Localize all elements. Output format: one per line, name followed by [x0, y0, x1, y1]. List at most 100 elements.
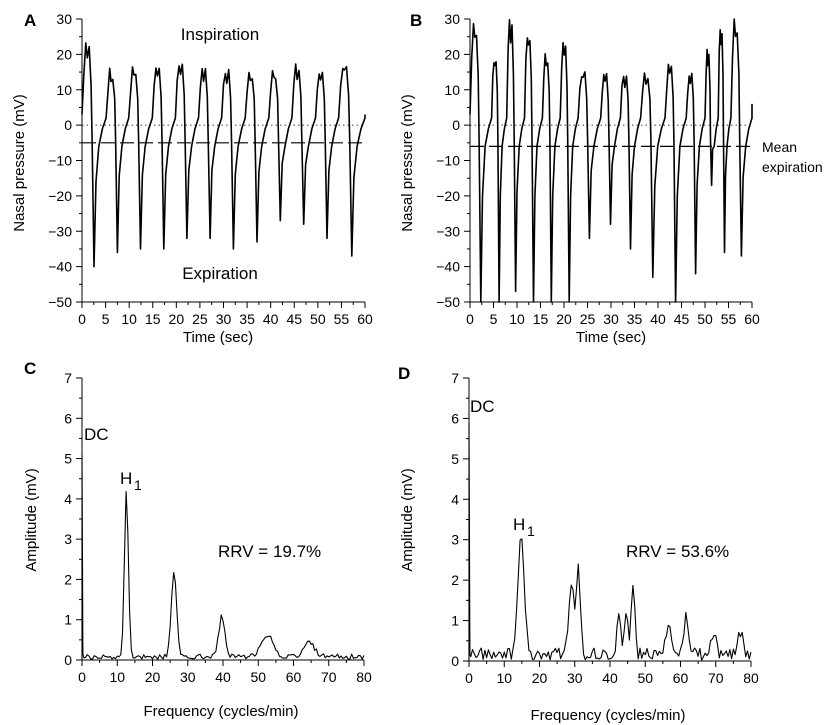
panel-c-y-tick-label: 1: [64, 612, 72, 628]
panel-b-x-tick-label: 15: [533, 311, 549, 327]
panel-a-y-tick-label: 10: [56, 82, 72, 98]
panel-a-x-tick-label: 35: [239, 311, 255, 327]
panel-d-y-tick-label: 0: [451, 653, 459, 669]
panel-c-y-axis-title: Amplitude (mV): [23, 468, 40, 571]
panel-b-y-tick-label: −40: [436, 259, 460, 275]
panel-b-y-tick-label: 30: [444, 11, 460, 27]
panel-b-x-tick-label: 40: [650, 311, 666, 327]
panel-b-x-tick-label: 10: [509, 311, 525, 327]
panel-a-x-tick-label: 25: [192, 311, 208, 327]
panel-d-x-axis-title: Frequency (cycles/min): [530, 707, 685, 724]
panel-b-x-tick-label: 45: [674, 311, 690, 327]
panel-c-h1-subscript: 1: [134, 477, 142, 493]
panel-a-y-tick-label: −40: [48, 259, 72, 275]
panel-a-x-tick-label: 10: [121, 311, 137, 327]
panel-d-spectrum-trace: [468, 421, 752, 661]
panel-b-x-axis-title: Time (sec): [576, 329, 646, 346]
panel-d-x-tick-label: 70: [708, 670, 724, 686]
panel-a-x-tick-label: 50: [310, 311, 326, 327]
panel-a-x-tick-label: 40: [263, 311, 279, 327]
panel-d-letter: D: [398, 364, 410, 383]
panel-b-x-tick-label: 55: [721, 311, 737, 327]
panel-a-x-tick-label: 30: [216, 311, 232, 327]
panel-c-rrv-label: RRV = 19.7%: [218, 542, 321, 561]
panel-d-x-tick-label: 60: [673, 670, 689, 686]
panel-d-h1-subscript: 1: [527, 523, 535, 539]
panel-a-y-axis-title: Nasal pressure (mV): [11, 94, 28, 232]
panel-b-y-axis-title: Nasal pressure (mV): [399, 94, 416, 232]
panel-b-y-tick-label: −10: [436, 153, 460, 169]
panel-d-y-tick-label: 1: [451, 613, 459, 629]
panel-b-y-tick-label: −30: [436, 223, 460, 239]
panel-c-y-tick-label: 0: [64, 652, 72, 668]
panel-d-x-tick-label: 0: [465, 670, 473, 686]
panel-a-x-tick-label: 0: [78, 311, 86, 327]
panel-b-y-tick-label: 0: [452, 117, 460, 133]
panel-a-x-tick-label: 15: [145, 311, 161, 327]
panel-b-y-tick-label: 10: [444, 82, 460, 98]
panel-d-h1-label: H: [513, 515, 525, 534]
panel-a-expiration-label: Expiration: [182, 264, 258, 283]
panel-c-x-tick-label: 10: [109, 669, 125, 685]
panel-c-x-tick-label: 20: [145, 669, 161, 685]
panel-b-y-tick-label: 20: [444, 46, 460, 62]
panel-a-y-tick-label: −30: [48, 223, 72, 239]
panel-c-h1-label: H: [120, 469, 132, 488]
panel-c-x-tick-label: 0: [78, 669, 86, 685]
panel-c-x-tick-label: 40: [215, 669, 231, 685]
panel-d-x-tick-label: 50: [637, 670, 653, 686]
panel-b-pressure-trace: [469, 18, 753, 303]
panel-c-x-tick-label: 30: [180, 669, 196, 685]
panel-d-y-tick-label: 6: [451, 410, 459, 426]
panel-d-y-axis-title: Amplitude (mV): [399, 468, 416, 571]
panel-b-x-tick-label: 0: [466, 311, 474, 327]
panel-c-y-tick-label: 3: [64, 531, 72, 547]
panel-d-x-tick-label: 10: [496, 670, 512, 686]
panel-b-x-tick-label: 20: [556, 311, 572, 327]
panel-a-x-tick-label: 5: [102, 311, 110, 327]
panel-a-y-tick-label: 20: [56, 46, 72, 62]
panel-d-y-tick-label: 7: [451, 370, 459, 386]
panel-c-y-tick-label: 5: [64, 451, 72, 467]
panel-c-y-tick-label: 6: [64, 410, 72, 426]
panel-c-letter: C: [24, 359, 36, 378]
panel-d-x-tick-label: 40: [602, 670, 618, 686]
panel-b-x-tick-label: 50: [697, 311, 713, 327]
panel-c-x-tick-label: 50: [250, 669, 266, 685]
panel-b-y-tick-label: −50: [436, 294, 460, 310]
panel-d-x-tick-label: 30: [567, 670, 583, 686]
panel-b-x-tick-label: 25: [580, 311, 596, 327]
panel-a-x-axis-title: Time (sec): [183, 329, 253, 346]
panel-a-inspiration-label: Inspiration: [181, 25, 259, 44]
panel-d-dc-label: DC: [470, 397, 495, 416]
panel-b-x-tick-label: 60: [744, 311, 760, 327]
panel-a-y-tick-label: −10: [48, 153, 72, 169]
panel-a-y-tick-label: −20: [48, 188, 72, 204]
panel-c-x-tick-label: 60: [286, 669, 302, 685]
panel-a-y-tick-label: 0: [64, 117, 72, 133]
panel-a-x-tick-label: 55: [334, 311, 350, 327]
panel-b-letter: B: [410, 11, 422, 30]
panel-c-y-tick-label: 4: [64, 491, 72, 507]
panel-a-y-tick-label: −50: [48, 294, 72, 310]
panel-b-mean-label: Mean: [762, 139, 797, 155]
panel-a-x-tick-label: 45: [286, 311, 302, 327]
panel-c-x-tick-label: 80: [356, 669, 372, 685]
panel-c-x-axis-title: Frequency (cycles/min): [143, 703, 298, 720]
panel-b-x-tick-label: 35: [627, 311, 643, 327]
panel-d-y-tick-label: 4: [451, 491, 459, 507]
panel-a-pressure-trace: [81, 42, 366, 268]
panel-d-rrv-label: RRV = 53.6%: [626, 542, 729, 561]
panel-b-y-tick-label: −20: [436, 188, 460, 204]
panel-d-x-tick-label: 80: [743, 670, 759, 686]
panel-b-x-tick-label: 5: [490, 311, 498, 327]
panel-a-y-tick-label: 30: [56, 11, 72, 27]
panel-d-y-tick-label: 2: [451, 572, 459, 588]
panel-b-x-tick-label: 30: [603, 311, 619, 327]
panel-a-letter: A: [24, 11, 36, 30]
panel-b-expiration-label: expiration: [762, 159, 823, 175]
